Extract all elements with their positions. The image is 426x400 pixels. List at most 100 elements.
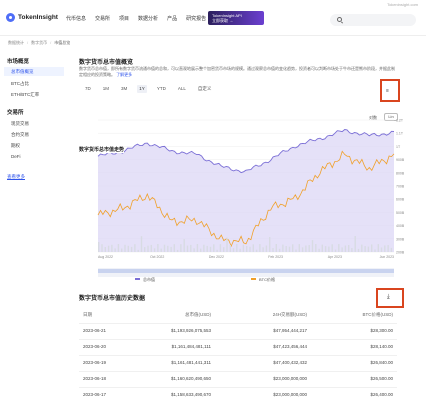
y-tick-label: 1.2T [396, 119, 404, 123]
volume-bar [130, 246, 133, 252]
range-ytd[interactable]: YTD [156, 86, 166, 91]
volume-bar [288, 246, 291, 252]
sidebar-item-spot[interactable]: 现货交易 [11, 121, 29, 126]
log-scale-label: 对数 [369, 115, 377, 120]
volume-bar [351, 248, 353, 252]
promo-line: TokenInsight API [212, 13, 242, 18]
scale-toggle[interactable]: Lin [384, 113, 398, 121]
y-tick-label: 700B [396, 185, 405, 189]
y-tick-label: 300B [396, 237, 405, 241]
volume-bar [364, 246, 366, 252]
sidebar-item-eth-btc[interactable]: ETH/BTC汇率 [11, 92, 40, 97]
cell-volume: $23,000,000,000 [273, 392, 307, 397]
volume-bar [301, 247, 304, 252]
sidebar-more-link[interactable]: 查看更多 [7, 174, 25, 179]
nav-item[interactable]: 项目 [119, 16, 130, 22]
header-btc-price[interactable]: BTC价格(USD) [362, 312, 394, 317]
table-row: 2023-06-19 $1,161,481,441,311 $47,400,43… [79, 354, 397, 372]
header-date[interactable]: 日期 [83, 312, 92, 317]
volume-bar [384, 245, 386, 252]
market-cap-chart: 1.2T 1.1T 1T 900B 800B 700B 600B 500B 400B 300B 20… [97, 119, 405, 282]
volume-bar [107, 245, 110, 252]
sidebar-item-options[interactable]: 期权 [11, 143, 20, 148]
range-custom[interactable]: 自定义 [197, 86, 212, 91]
learn-more-link[interactable]: 了解更多 [116, 71, 133, 77]
volume-bar [390, 247, 393, 252]
volume-bar [121, 248, 123, 252]
download-icon[interactable]: ⤓ [387, 294, 390, 300]
cell-date: 2023-06-19 [83, 360, 107, 365]
sidebar: 市场概览 总市值概览 BTC占比 ETH/BTC汇率 交易所 现货交易 合约交易… [0, 50, 68, 400]
breadcrumb: 数据统计 / 数字货币 / 市值总览 [8, 40, 70, 46]
volume-bar [285, 246, 287, 252]
range-1y[interactable]: 1Y [137, 85, 147, 93]
logo-icon [6, 13, 15, 22]
volume-bar [127, 245, 129, 252]
sidebar-item-btc-dominance[interactable]: BTC占比 [11, 81, 29, 86]
nav-item[interactable]: 交易所 [95, 16, 111, 22]
volume-bar [278, 248, 281, 252]
volume-bar [269, 237, 271, 252]
site-url: Tokeninsight.com [387, 2, 418, 7]
cell-btc-price: $26,840.00 [370, 360, 393, 365]
volume-bar [117, 244, 120, 252]
search-input[interactable] [330, 14, 416, 26]
x-axis-ticks: Aug 2022 Oct 2022 Dec 2022 Feb 2023 Apr 2023… [98, 255, 394, 259]
volume-bar [387, 245, 389, 252]
volume-bar [176, 249, 179, 252]
volume-bars [98, 236, 393, 252]
cell-market-cap: $1,161,481,441,311 [171, 360, 211, 365]
nav-menu: 代币信息 交易所 项目 数据分析 产品 研究报告 [66, 15, 206, 22]
range-all[interactable]: ALL [177, 86, 186, 91]
nav-item[interactable]: 产品 [167, 16, 178, 22]
cell-market-cap: $1,161,484,481,111 [171, 344, 211, 349]
volume-bar [180, 244, 182, 252]
search-icon [337, 17, 342, 22]
volume-bar [348, 245, 350, 252]
volume-bar [150, 244, 152, 252]
volume-bar [183, 239, 185, 252]
table-row: 2023-06-17 $1,158,633,490,670 $23,000,00… [79, 386, 397, 400]
header-volume[interactable]: 24H交易额(USD) [272, 312, 307, 317]
volume-bar [246, 246, 248, 252]
nav-item[interactable]: 代币信息 [66, 16, 87, 22]
menu-icon[interactable]: ≡ [386, 88, 389, 94]
volume-bar [157, 244, 159, 252]
volume-bar [367, 246, 370, 252]
volume-bar [249, 246, 251, 252]
volume-bar [259, 244, 261, 252]
cell-btc-price: $28,300.00 [370, 328, 393, 333]
promo-banner[interactable]: TokenInsight API 立即获取 → [208, 11, 264, 25]
volume-bar [252, 244, 254, 252]
sidebar-item-futures[interactable]: 合约交易 [11, 132, 29, 137]
nav-item[interactable]: 研究报告 [186, 16, 207, 22]
volume-bar [213, 244, 215, 252]
range-7d[interactable]: 7D [85, 86, 91, 91]
time-range-selector: 7D 1M 3M 1Y YTD ALL 自定义 [83, 85, 213, 93]
volume-bar [239, 248, 241, 252]
range-1m[interactable]: 1M [102, 86, 110, 91]
breadcrumb-separator: / [27, 40, 29, 45]
header-market-cap[interactable]: 总市值(USD) [185, 312, 211, 317]
volume-bar [144, 247, 146, 252]
volume-bar [223, 247, 225, 252]
breadcrumb-item[interactable]: 数据统计 [8, 40, 24, 45]
cell-market-cap: $1,158,633,490,670 [170, 392, 211, 397]
top-nav: TokenInsight 代币信息 交易所 项目 数据分析 产品 研究报告 To… [0, 0, 426, 36]
logo[interactable]: TokenInsight [6, 13, 58, 22]
volume-bar [305, 245, 307, 252]
y-tick-label: 800B [396, 171, 405, 175]
table-header: 日期 总市值(USD) 24H交易额(USD) BTC价格(USD) [79, 306, 397, 324]
volume-bar [196, 244, 199, 252]
nav-item[interactable]: 数据分析 [138, 16, 159, 22]
volume-bar [328, 246, 330, 252]
chart-legend: 总市值 BTC价格 [135, 276, 275, 282]
sidebar-item-total-market-cap[interactable]: 总市值概览 [11, 69, 34, 74]
range-3m[interactable]: 3M [121, 86, 128, 91]
volume-bar [242, 244, 245, 252]
cell-date: 2023-06-18 [83, 376, 107, 381]
sidebar-item-defi[interactable]: DeFi [11, 154, 21, 159]
description-text: 数字货币总市值，即所有数字货币流通市值的总和，可以直观地展示整个加密货币市场的规… [79, 66, 395, 77]
breadcrumb-item[interactable]: 数字货币 [31, 40, 48, 45]
volume-bar [265, 245, 268, 252]
